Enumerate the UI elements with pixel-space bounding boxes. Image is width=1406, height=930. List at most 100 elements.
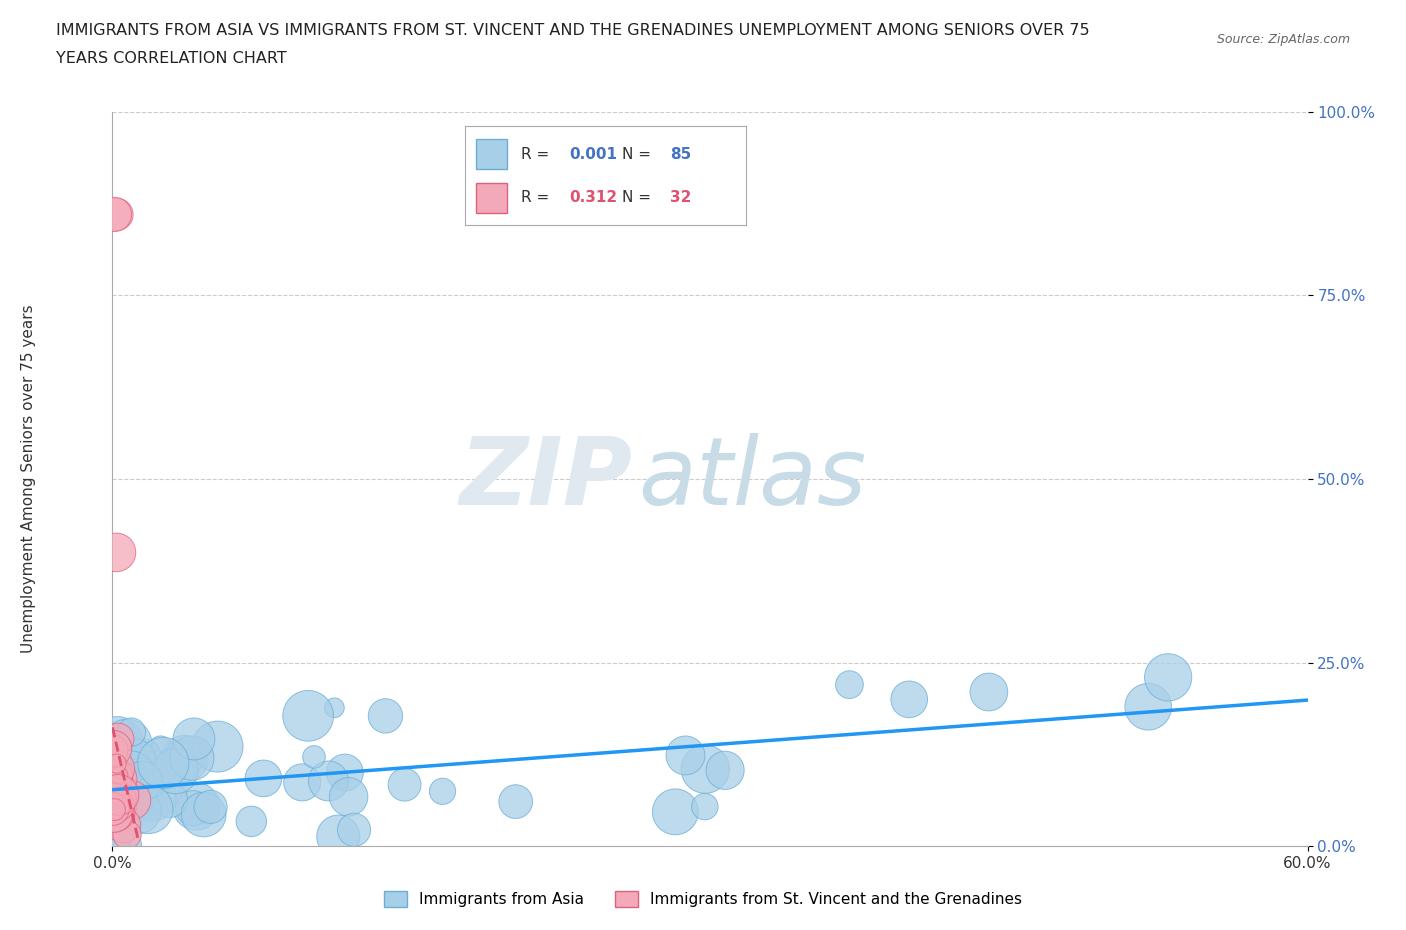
Point — [115, 773, 138, 788]
Point — [240, 814, 263, 829]
Point — [115, 828, 138, 843]
Point — [159, 792, 181, 807]
Point — [103, 786, 125, 801]
Point — [108, 791, 131, 806]
Point — [432, 784, 454, 799]
Point — [105, 207, 128, 222]
Point — [103, 770, 125, 785]
Point — [695, 762, 717, 777]
Point — [103, 802, 125, 817]
Point — [291, 775, 314, 790]
Point — [101, 790, 124, 805]
Point — [105, 781, 128, 796]
Point — [118, 787, 141, 802]
Point — [252, 771, 274, 786]
Point — [104, 771, 127, 786]
Point — [110, 820, 132, 835]
Text: YEARS CORRELATION CHART: YEARS CORRELATION CHART — [56, 51, 287, 66]
Point — [138, 802, 160, 817]
Point — [105, 839, 128, 854]
Point — [103, 207, 125, 222]
Point — [105, 545, 128, 560]
Point — [693, 799, 716, 814]
Point — [318, 774, 340, 789]
Point — [337, 790, 360, 804]
Point — [108, 789, 131, 804]
Point — [186, 799, 208, 814]
Point — [103, 769, 125, 784]
Point — [328, 830, 350, 844]
Point — [181, 801, 204, 816]
Point — [838, 677, 860, 692]
Point — [165, 764, 187, 778]
Point — [124, 796, 146, 811]
Point — [105, 756, 128, 771]
Point — [103, 756, 125, 771]
Point — [120, 792, 142, 807]
Point — [374, 709, 396, 724]
Point — [108, 798, 131, 813]
Point — [1137, 699, 1160, 714]
Point — [120, 724, 142, 739]
Point — [1157, 670, 1180, 684]
Point — [141, 790, 163, 804]
Point — [302, 750, 325, 764]
Point — [977, 684, 1000, 699]
Point — [101, 743, 124, 758]
Point — [111, 817, 134, 832]
Point — [107, 804, 129, 818]
Point — [664, 804, 686, 819]
Point — [127, 804, 149, 818]
Point — [112, 770, 135, 785]
Point — [183, 732, 205, 747]
Point — [105, 813, 128, 828]
Point — [141, 778, 163, 793]
Point — [124, 786, 146, 801]
Point — [297, 709, 319, 724]
Point — [103, 806, 125, 821]
Point — [132, 794, 155, 809]
Point — [394, 777, 416, 792]
Point — [103, 741, 125, 756]
Point — [333, 765, 356, 780]
Point — [103, 777, 125, 792]
Point — [105, 816, 128, 830]
Point — [105, 765, 128, 780]
Point — [118, 768, 141, 783]
Point — [107, 788, 129, 803]
Text: atlas: atlas — [638, 433, 866, 525]
Point — [107, 772, 129, 787]
Point — [103, 769, 125, 784]
Point — [104, 780, 127, 795]
Text: Source: ZipAtlas.com: Source: ZipAtlas.com — [1216, 33, 1350, 46]
Text: IMMIGRANTS FROM ASIA VS IMMIGRANTS FROM ST. VINCENT AND THE GRENADINES UNEMPLOYM: IMMIGRANTS FROM ASIA VS IMMIGRANTS FROM … — [56, 23, 1090, 38]
Point — [138, 795, 160, 810]
Point — [101, 760, 124, 775]
Point — [149, 740, 172, 755]
Point — [124, 777, 146, 792]
Point — [129, 771, 152, 786]
Point — [105, 775, 128, 790]
Text: ZIP: ZIP — [460, 433, 633, 525]
Point — [110, 787, 132, 802]
Point — [143, 769, 166, 784]
Point — [343, 822, 366, 837]
Point — [112, 770, 135, 785]
Point — [104, 823, 127, 838]
Point — [101, 802, 124, 817]
Point — [110, 789, 132, 804]
Point — [103, 777, 125, 792]
Point — [120, 756, 142, 771]
Point — [180, 751, 202, 765]
Point — [104, 784, 127, 799]
Point — [104, 781, 127, 796]
Point — [131, 774, 153, 789]
Point — [103, 791, 125, 806]
Point — [675, 748, 697, 763]
Point — [108, 768, 131, 783]
Point — [505, 794, 527, 809]
Point — [207, 739, 229, 754]
Point — [200, 800, 222, 815]
Point — [131, 751, 153, 765]
Legend: Immigrants from Asia, Immigrants from St. Vincent and the Grenadines: Immigrants from Asia, Immigrants from St… — [378, 884, 1028, 913]
